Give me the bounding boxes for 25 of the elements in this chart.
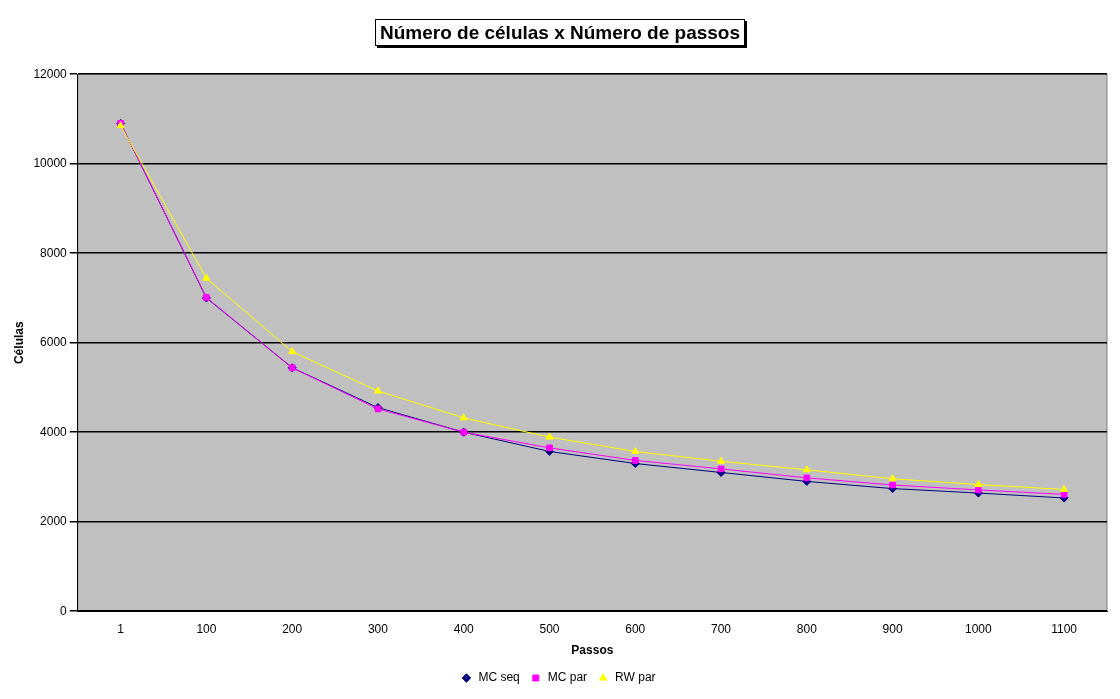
x-tick-label: 1 [117, 621, 125, 636]
x-tick-label: 500 [539, 621, 560, 636]
y-axis-title: Células [11, 321, 26, 365]
y-tick-label: 8000 [40, 245, 68, 260]
x-tick-label: 100 [196, 621, 217, 636]
x-tick-label: 700 [711, 621, 732, 636]
x-tick-label: 1000 [964, 621, 993, 636]
x-tick-label: 300 [367, 621, 389, 636]
y-tick-label: 10000 [33, 156, 68, 171]
x-tick-label: 400 [453, 621, 475, 636]
y-tick-label: 0 [60, 603, 68, 618]
x-tick-label: 600 [625, 621, 646, 636]
y-tick-label: 12000 [33, 66, 68, 81]
y-tick-label: 2000 [40, 514, 68, 529]
legend-label: MC par [547, 670, 588, 685]
x-tick-label: 800 [796, 621, 818, 636]
x-tick-label: 1100 [1051, 621, 1078, 636]
legend-label: MC seq [478, 670, 520, 685]
x-tick-label: 200 [282, 621, 303, 636]
x-tick-label: 900 [882, 621, 903, 636]
legend-label: RW par [615, 670, 656, 685]
chart-title: Número de células x Número de passos [374, 19, 746, 46]
y-tick-label: 4000 [40, 424, 68, 439]
y-tick-label: 6000 [40, 335, 68, 350]
x-axis-title: Passos [571, 643, 614, 658]
